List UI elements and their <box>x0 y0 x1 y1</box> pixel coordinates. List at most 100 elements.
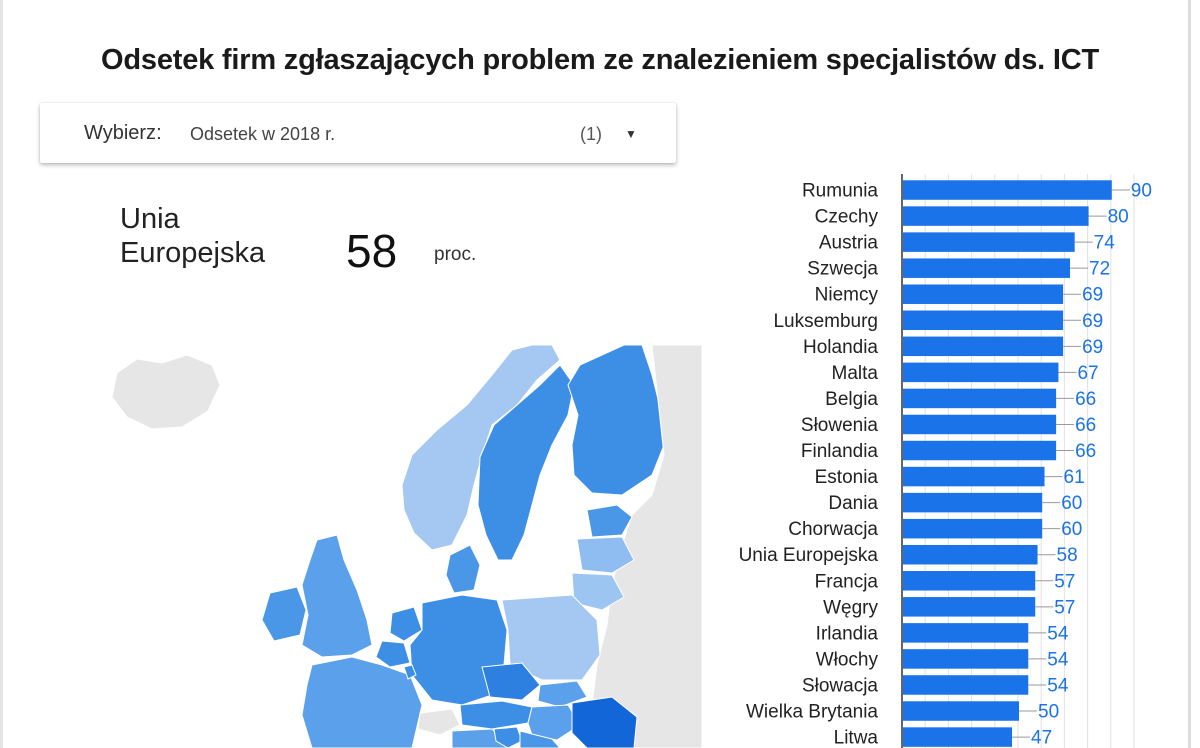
bar-20[interactable] <box>903 701 1019 721</box>
page-title: Odsetek firm zgłaszających problem ze zn… <box>101 44 1099 76</box>
map-latvia[interactable] <box>576 536 635 574</box>
selector-label: Wybierz <box>84 122 157 144</box>
value-label: 54 <box>1047 623 1069 644</box>
bar-18[interactable] <box>903 649 1029 669</box>
category-label: Włochy <box>816 649 879 670</box>
bar-7[interactable] <box>903 362 1059 383</box>
category-label: Czechy <box>815 207 879 228</box>
bar-12[interactable] <box>903 492 1043 513</box>
category-label: Irlandia <box>816 623 879 644</box>
map-sweden[interactable] <box>477 364 575 561</box>
map-belgium[interactable] <box>375 640 411 668</box>
category-label: Wielka Brytania <box>746 702 878 723</box>
value-label: 60 <box>1061 493 1082 514</box>
bar-1[interactable] <box>903 206 1089 226</box>
category-label: Unia Europejska <box>739 545 879 566</box>
map-non-eu-east[interactable] <box>586 345 702 748</box>
bar-19[interactable] <box>903 675 1029 695</box>
selector-label-wrap: Wybierz: <box>84 122 162 144</box>
value-label: 54 <box>1047 675 1069 696</box>
map-switzerland[interactable] <box>417 708 461 736</box>
map-united-kingdom[interactable] <box>301 534 373 658</box>
map-germany[interactable] <box>409 594 508 706</box>
map-luxembourg[interactable] <box>403 664 417 680</box>
map-slovenia[interactable] <box>493 726 523 748</box>
value-label: 66 <box>1075 415 1096 436</box>
map-norway[interactable] <box>401 345 561 551</box>
map-ireland[interactable] <box>261 586 307 642</box>
value-label: 67 <box>1077 363 1098 384</box>
category-label: Niemcy <box>815 285 879 306</box>
value-label: 80 <box>1108 207 1129 228</box>
map-finland[interactable] <box>567 345 665 496</box>
left-frame-border <box>0 0 3 748</box>
map-france[interactable] <box>301 656 423 748</box>
value-label: 66 <box>1075 441 1096 462</box>
summary-unit: proc. <box>434 244 477 265</box>
category-label: Węgry <box>823 597 878 618</box>
bar-11[interactable] <box>903 466 1045 487</box>
bar-9[interactable] <box>903 414 1057 435</box>
category-label: Słowenia <box>801 415 879 436</box>
bar-15[interactable] <box>903 571 1036 591</box>
value-label: 74 <box>1094 233 1116 254</box>
bar-14[interactable] <box>903 544 1038 565</box>
bar-5[interactable] <box>903 310 1064 331</box>
value-label: 60 <box>1061 519 1082 540</box>
map-romania[interactable] <box>571 696 638 748</box>
map-poland[interactable] <box>501 594 601 681</box>
value-label: 69 <box>1082 337 1103 358</box>
value-label: 57 <box>1054 571 1075 592</box>
bar-10[interactable] <box>903 440 1057 461</box>
category-label: Malta <box>832 363 879 384</box>
bar-8[interactable] <box>903 388 1057 409</box>
value-label: 69 <box>1082 285 1103 306</box>
category-label: Luksemburg <box>773 311 878 332</box>
bar-21[interactable] <box>903 727 1013 747</box>
selector-count: (1) <box>580 124 602 144</box>
bar-2[interactable] <box>903 232 1075 252</box>
metric-selector[interactable]: Wybierz: Odsetek w 2018 r. (1) ▼ <box>40 103 676 163</box>
right-frame-border <box>1188 0 1191 748</box>
category-label: Słowacja <box>802 675 878 696</box>
map-iceland[interactable] <box>111 354 221 430</box>
value-label: 54 <box>1047 649 1069 670</box>
bar-chart: Rumunia Czechy Austria Szwecja Niemcy Luksemb… <box>739 174 1152 748</box>
bar-6[interactable] <box>903 336 1064 357</box>
category-label: Francja <box>815 571 879 592</box>
value-label: 57 <box>1054 597 1075 618</box>
value-label: 47 <box>1031 728 1052 748</box>
map-austria[interactable] <box>459 700 533 730</box>
map-czechia[interactable] <box>481 662 541 701</box>
summary-region: Unia Europejska <box>120 202 320 270</box>
map-denmark[interactable] <box>445 544 481 594</box>
bar-4[interactable] <box>903 284 1064 304</box>
category-label: Austria <box>819 233 879 254</box>
map-hungary[interactable] <box>527 704 581 741</box>
category-label: Estonia <box>815 467 879 488</box>
chart-category-labels: Rumunia Czechy Austria Szwecja Niemcy Luksemb… <box>739 181 879 748</box>
dropdown-arrow-icon[interactable]: ▼ <box>625 127 637 141</box>
value-label: 50 <box>1038 702 1059 723</box>
bar-17[interactable] <box>903 623 1029 643</box>
category-label: Dania <box>828 493 878 514</box>
value-label: 69 <box>1082 311 1103 332</box>
bar-3[interactable] <box>903 258 1071 278</box>
selector-value: Odsetek w 2018 r. <box>190 124 336 144</box>
map-croatia[interactable] <box>519 730 561 748</box>
chart-bars <box>903 180 1112 747</box>
category-label: Finlandia <box>801 441 879 462</box>
value-label: 58 <box>1057 545 1078 566</box>
map-slovakia[interactable] <box>537 680 588 708</box>
bar-0[interactable] <box>903 180 1112 200</box>
value-label: 66 <box>1075 389 1096 410</box>
value-label: 61 <box>1064 467 1085 488</box>
map-netherlands[interactable] <box>389 606 423 642</box>
map-estonia[interactable] <box>586 504 633 538</box>
category-label: Belgia <box>825 389 878 410</box>
category-label: Rumunia <box>802 181 878 202</box>
bar-16[interactable] <box>903 597 1036 617</box>
bar-13[interactable] <box>903 518 1043 539</box>
europe-choropleth-map[interactable] <box>12 345 702 748</box>
